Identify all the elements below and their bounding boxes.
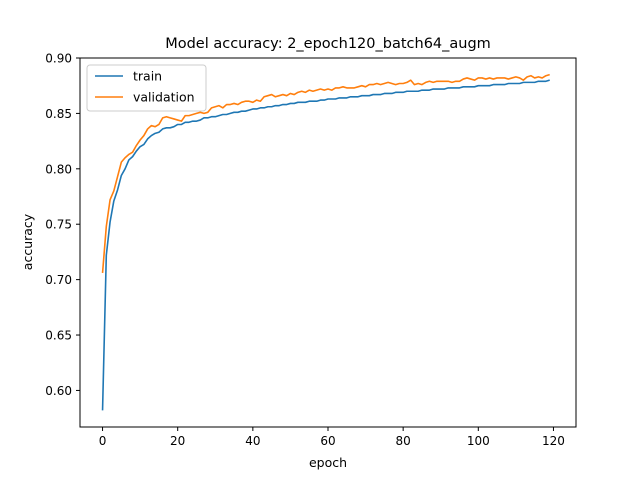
series-line-train [101,79,550,411]
y-tick-label: 0.65 [45,329,72,343]
y-tick-label: 0.90 [45,52,72,66]
x-axis-label: epoch [309,455,347,470]
x-axis: 0 20 40 60 80 100 120 [99,427,565,448]
x-tick-label: 60 [320,434,335,448]
y-tick-label: 0.70 [45,273,72,287]
y-tick-label: 0.75 [45,218,72,232]
y-tick-label: 0.60 [45,384,72,398]
legend: train validation [86,64,207,112]
x-tick-label: 0 [99,434,107,448]
x-tick-label: 20 [170,434,185,448]
plot-lines [101,73,550,411]
series-line-validation [101,73,550,274]
y-tick-label: 0.85 [45,107,72,121]
x-tick-label: 40 [245,434,260,448]
plot-frame [79,57,577,428]
x-tick-label: 120 [542,434,565,448]
legend-train-label: train [133,69,162,84]
legend-validation-label: validation [133,90,195,105]
chart-title: Model accuracy: 2_epoch120_batch64_augm [165,36,491,52]
y-axis-label: accuracy [20,213,35,270]
y-tick-label: 0.80 [45,162,72,176]
x-tick-label: 100 [467,434,490,448]
x-tick-label: 80 [396,434,411,448]
y-axis: 0.60 0.65 0.70 0.75 0.80 0.85 0.90 [45,52,80,398]
